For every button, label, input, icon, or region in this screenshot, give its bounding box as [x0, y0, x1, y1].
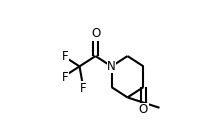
- Text: O: O: [91, 27, 100, 40]
- Text: F: F: [62, 51, 69, 63]
- Text: F: F: [80, 82, 87, 95]
- Text: O: O: [139, 103, 148, 116]
- Text: N: N: [107, 60, 116, 73]
- Text: F: F: [62, 71, 69, 84]
